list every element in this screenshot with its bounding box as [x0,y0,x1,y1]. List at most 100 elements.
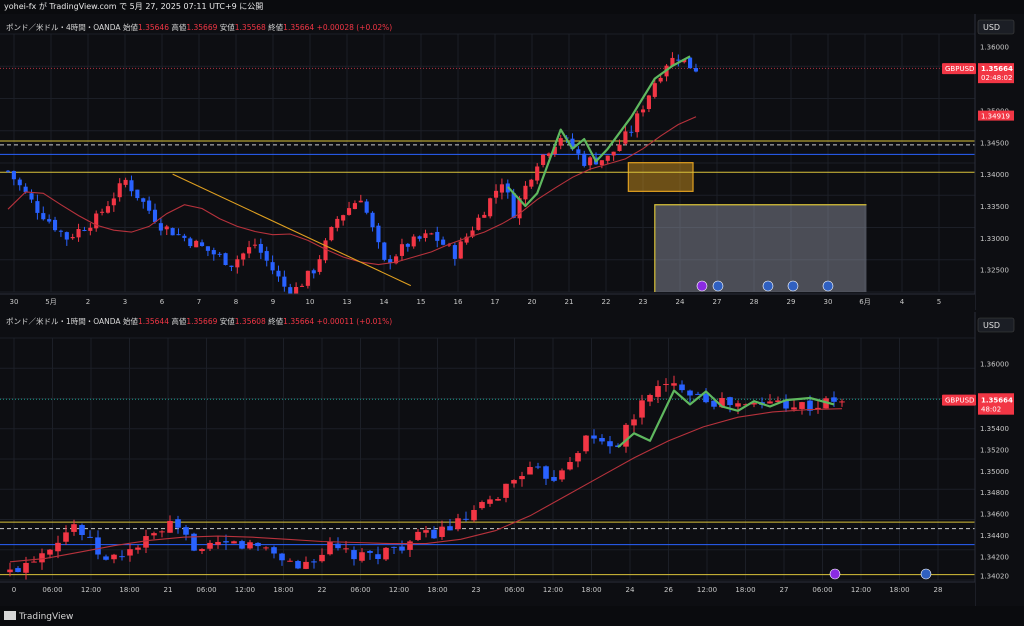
candle-body [391,546,397,548]
x-tick-label: 06:00 [42,586,62,594]
candle-body [205,246,210,251]
candle-body [335,218,340,228]
x-tick-label: 12:00 [851,586,871,594]
chart-panel-4h[interactable]: USD1.360001.350001.345001.340001.335001.… [0,14,1024,310]
legend-close: 1.35664 [283,317,316,326]
candle-body [5,170,11,172]
x-tick-label: 18:00 [427,586,447,594]
candle-body [576,149,581,154]
range-zone-border [654,204,867,292]
x-tick-label: 6月 [859,298,870,306]
candle-body [31,561,37,563]
candle-body [11,171,16,180]
candle-body [567,462,573,470]
candle-body [52,219,58,231]
chart-1h-canvas[interactable]: USD 1.36000 1.35400 1.35200 1.35000 1.34800 1.… [0,312,1024,606]
candle-body [359,552,365,561]
candle-body [317,259,322,272]
candle-body [646,95,651,110]
currency-selector[interactable] [977,317,1015,333]
candle-body [575,453,581,462]
candle-body [79,525,85,536]
candle-body [582,153,587,166]
x-tick-label: 18:00 [273,586,293,594]
level-tag-label: 1.34919 [981,113,1010,121]
candle-body [282,276,287,287]
candle-body [388,259,393,263]
candle-body [493,190,499,198]
candle-body [303,561,309,569]
candle-body [95,537,101,555]
candle-body [629,131,634,133]
candle-body [546,153,552,156]
us-flag-event-icon [822,280,834,292]
candle-body [559,470,565,480]
candle-body [639,400,645,418]
x-tick-label: 14 [380,298,389,306]
currency-selector[interactable] [977,19,1015,35]
candle-body [311,270,316,274]
legend-low-label: 安値 [220,22,235,32]
x-tick-label: 18:00 [889,586,909,594]
candle-body [471,509,477,521]
x-tick-label: 8 [234,298,238,306]
x-tick-label: 06:00 [812,586,832,594]
candle-body [215,541,221,545]
candle-body [255,542,261,547]
x-tick-label: 13 [343,298,352,306]
candle-body [327,541,333,555]
candle-body [58,230,63,232]
candle-body [488,198,493,217]
x-tick-label: 20 [528,298,537,306]
downtrend-line [172,173,412,287]
candle-body [15,568,21,573]
y-tick-label: 1.34200 [980,553,1009,561]
candle-body [194,240,199,248]
candle-body [176,234,181,236]
publish-attribution-bar: yohei-fx が TradingView.com で 5月 27, 2025… [0,0,1024,14]
publish-attribution: yohei-fx が TradingView.com で 5月 27, 2025… [4,2,264,11]
candle-body [217,253,222,255]
candle-body [435,231,440,241]
candle-body [735,403,741,407]
chart-panel-1h[interactable]: USD 1.36000 1.35400 1.35200 1.35000 1.34800 1.… [0,312,1024,606]
candle-body [775,400,781,403]
candle-body [76,229,81,238]
candle-body [87,536,93,538]
candle-body [41,213,46,220]
candle-body [635,113,640,133]
candle-body [688,57,693,69]
candle-body [241,253,246,260]
us-flag-event-icon [762,280,774,292]
candle-body [511,193,516,218]
price-tag-value: 1.35664 [981,397,1013,405]
candle-body [103,556,109,560]
candle-body [441,239,446,245]
candle-body [807,400,813,411]
candle-body [588,157,593,166]
candle-body [207,542,213,549]
candle-body [529,179,534,187]
candle-body [552,146,557,155]
candle-body [605,155,610,161]
candle-body [152,209,158,222]
x-tick-label: 23 [472,586,481,594]
chart-4h-canvas[interactable]: USD1.360001.350001.345001.340001.335001.… [0,14,1024,310]
candle-body [229,265,234,267]
candle-body [394,256,399,264]
candle-body [676,59,681,61]
price-tag-value: 1.35664 [981,65,1013,73]
candle-body [767,401,773,404]
candle-body [523,185,528,200]
y-tick-label: 1.36000 [980,361,1009,369]
candle-body [370,212,375,228]
x-tick-label: 22 [602,298,611,306]
candle-body [175,519,181,528]
candle-body [611,151,616,156]
candle-body [652,83,657,97]
candle-body [158,223,163,231]
candle-body [271,547,277,554]
x-tick-label: 7 [197,298,201,306]
candle-body [223,253,228,265]
candle-body [543,466,549,479]
